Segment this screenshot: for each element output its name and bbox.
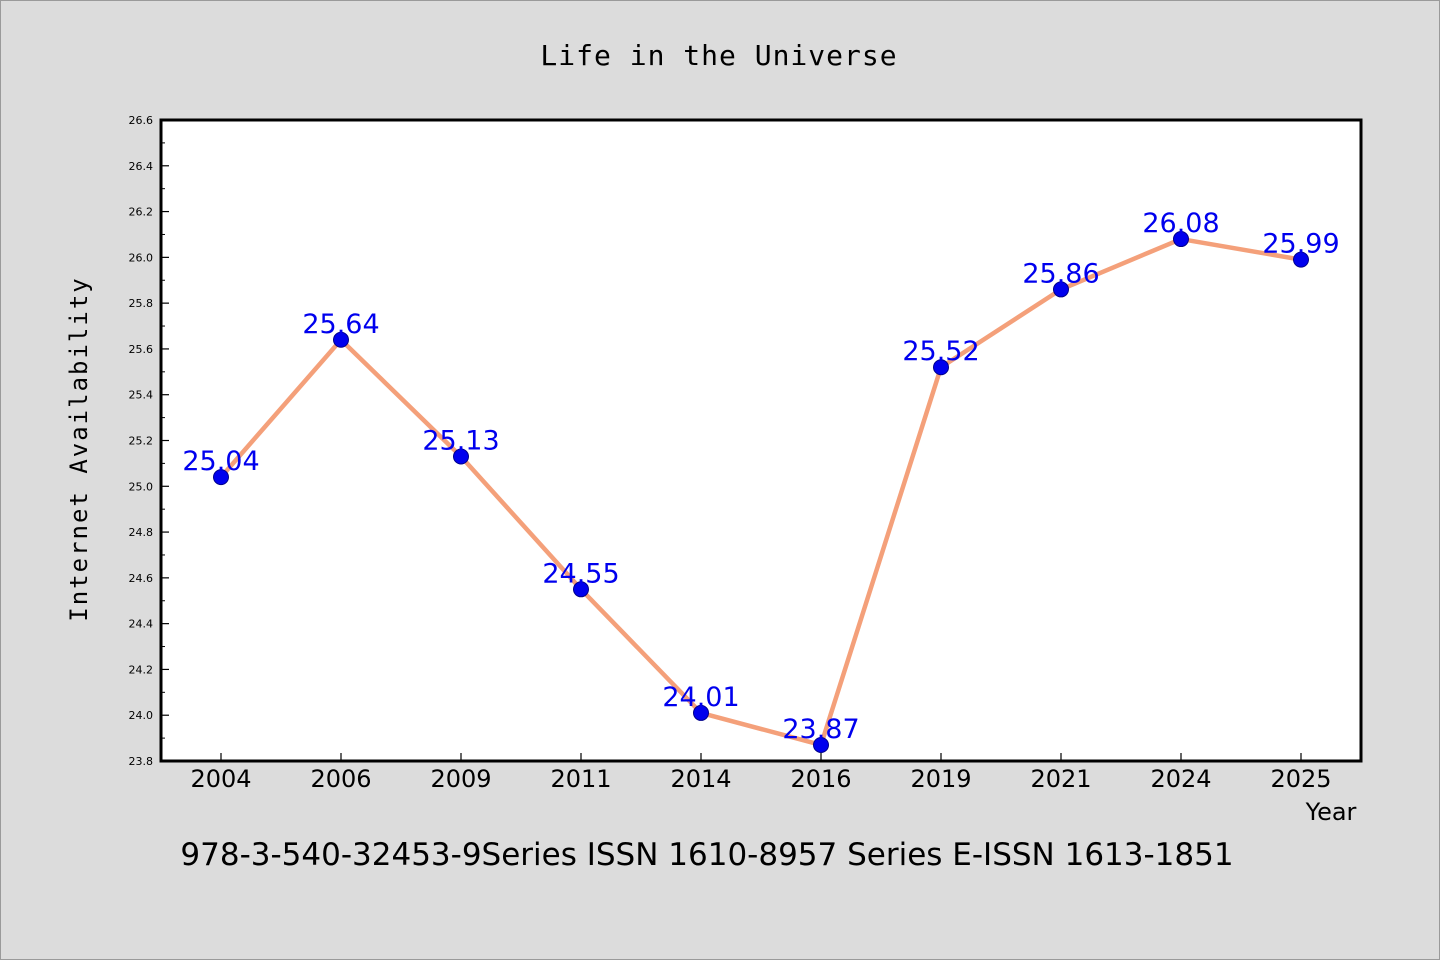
series-line	[218, 236, 1304, 748]
x-tick-label: 2014	[670, 765, 731, 793]
data-label: 23.87	[782, 714, 859, 745]
y-tick-label: 26.2	[129, 206, 154, 219]
x-tick-label: 2004	[190, 765, 251, 793]
y-tick-label: 24.0	[129, 709, 154, 722]
y-tick-label: 24.2	[129, 663, 154, 676]
data-point	[333, 331, 349, 348]
x-tick-label: 2025	[1270, 765, 1331, 793]
data-label: 26.08	[1142, 208, 1219, 239]
x-tick-label: 2011	[550, 765, 611, 793]
x-axis-ticks: 2004 2006 2009 2011 2014 2016 2019 2021 2024 2025	[190, 753, 1332, 793]
y-tick-label: 25.2	[129, 435, 154, 448]
data-point	[213, 469, 229, 486]
x-tick-label: 2016	[790, 765, 851, 793]
y-tick-label: 24.8	[129, 526, 154, 539]
footer-text: 978-3-540-32453-9Series ISSN 1610-8957 S…	[180, 837, 1233, 873]
data-label: 25.52	[902, 336, 979, 367]
y-tick-label: 23.8	[129, 755, 154, 768]
x-tick-label: 2024	[1150, 765, 1211, 793]
y-tick-label: 26.6	[129, 114, 154, 127]
x-axis-label: Year	[1305, 798, 1357, 826]
y-tick-label: 24.4	[129, 618, 154, 631]
data-point	[1053, 281, 1069, 298]
y-tick-label: 25.0	[129, 480, 154, 493]
x-tick-label: 2009	[430, 765, 491, 793]
plot-frame	[159, 118, 1363, 763]
y-tick-label: 24.6	[129, 572, 154, 585]
y-tick-label: 25.4	[129, 389, 154, 402]
y-axis-ticks: 23.8 24.0 24.2 24.4 24.6 24.8 25.0 25.2 25.4 25.6…	[129, 114, 169, 768]
x-tick-label: 2021	[1030, 765, 1091, 793]
x-tick-label: 2019	[910, 765, 971, 793]
chart-title: Life in the Universe	[540, 39, 897, 72]
data-label: 25.64	[302, 309, 379, 340]
data-point	[1293, 251, 1309, 268]
data-point	[693, 704, 709, 721]
data-label: 25.04	[182, 446, 259, 477]
y-tick-label: 25.8	[129, 297, 154, 310]
data-point	[1173, 231, 1189, 248]
data-label: 25.13	[422, 426, 499, 457]
data-label: 24.01	[662, 682, 739, 713]
y-tick-label: 26.0	[129, 251, 154, 264]
data-label: 24.55	[542, 558, 619, 589]
data-label: 25.86	[1022, 258, 1099, 289]
y-tick-label: 25.6	[129, 343, 154, 356]
data-point	[813, 736, 829, 753]
x-tick-label: 2006	[310, 765, 371, 793]
data-point	[453, 448, 469, 465]
series-layer: 25.04 25.64 25.13 24.55 24.01 23.87 25.52 25.86…	[182, 208, 1340, 753]
data-label: 25.99	[1262, 229, 1339, 260]
data-point	[573, 581, 589, 598]
y-axis-label: Internet Availability	[65, 276, 93, 621]
data-point	[933, 359, 949, 376]
plot-area	[161, 120, 1361, 761]
y-tick-label: 26.4	[129, 160, 154, 173]
